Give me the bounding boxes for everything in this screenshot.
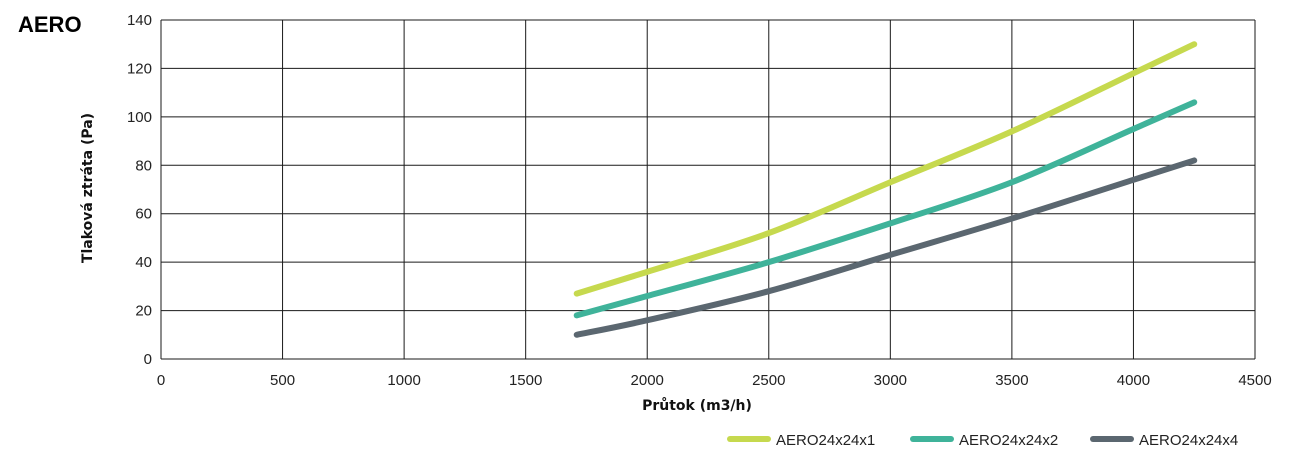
x-tick-label: 4000 xyxy=(1117,372,1150,389)
y-tick-label: 140 xyxy=(127,12,152,29)
y-tick-label: 40 xyxy=(135,254,152,271)
series-line-AERO24x24x4 xyxy=(573,157,1198,338)
series-lines xyxy=(573,41,1198,338)
series-line-AERO24x24x1 xyxy=(573,41,1198,297)
y-tick-label: 100 xyxy=(127,109,152,126)
y-tick-label: 60 xyxy=(135,206,152,223)
legend: AERO24x24x1 AERO24x24x2 AERO24x24x4 xyxy=(727,432,1238,449)
chart-title: AERO xyxy=(18,12,82,37)
y-tick-label: 0 xyxy=(144,351,152,368)
y-axis-label: Tlaková ztráta (Pa) xyxy=(80,113,96,263)
x-tick-label: 2500 xyxy=(752,372,785,389)
x-tick-label: 500 xyxy=(270,372,295,389)
x-axis-ticks: 0 500 1000 1500 2000 2500 3000 3500 4000 4500 xyxy=(157,372,1272,389)
x-tick-label: 2000 xyxy=(631,372,664,389)
x-tick-label: 4500 xyxy=(1238,372,1271,389)
x-tick-label: 3500 xyxy=(995,372,1028,389)
legend-label: AERO24x24x2 xyxy=(959,432,1058,449)
y-tick-label: 80 xyxy=(135,157,152,174)
legend-label: AERO24x24x1 xyxy=(776,432,875,449)
grid-lines xyxy=(160,19,1256,360)
x-tick-label: 1000 xyxy=(387,372,420,389)
x-tick-label: 0 xyxy=(157,372,165,389)
series-line-AERO24x24x2 xyxy=(573,99,1198,319)
legend-label: AERO24x24x4 xyxy=(1139,432,1238,449)
x-tick-label: 3000 xyxy=(874,372,907,389)
y-tick-label: 120 xyxy=(127,60,152,77)
y-axis-ticks: 0 20 40 60 80 100 120 140 xyxy=(127,12,152,368)
x-tick-label: 1500 xyxy=(509,372,542,389)
y-tick-label: 20 xyxy=(135,303,152,320)
x-axis-label: Průtok (m3/h) xyxy=(642,397,752,414)
